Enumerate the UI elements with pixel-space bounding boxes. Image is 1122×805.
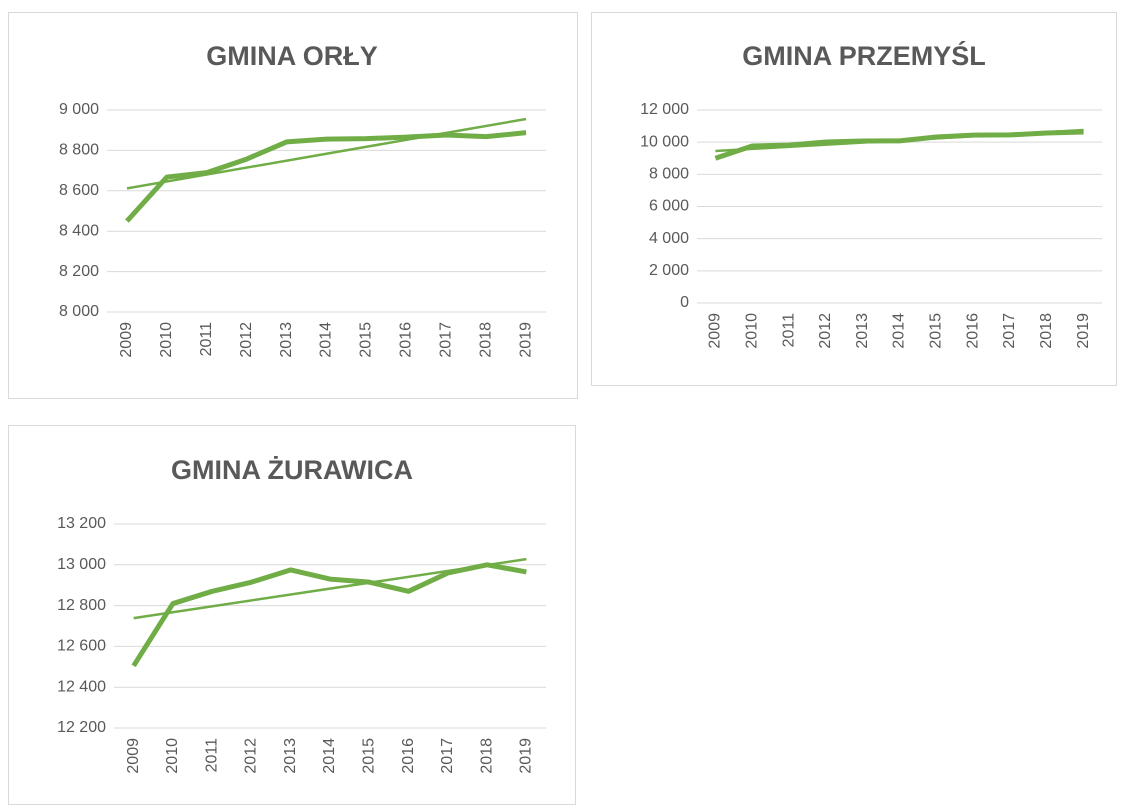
x-tick-label: 2014 <box>318 322 335 358</box>
y-tick-label: 12 600 <box>57 638 106 655</box>
trend-line <box>133 557 527 620</box>
x-tick-label: 2012 <box>817 313 834 349</box>
y-tick-label: 6 000 <box>649 198 689 215</box>
x-tick-label: 2013 <box>278 322 295 358</box>
y-tick-label: 8 400 <box>59 222 99 239</box>
y-tick-label: 2 000 <box>649 262 689 279</box>
x-tick-label: 2010 <box>164 738 181 774</box>
y-tick-label: 13 200 <box>57 515 106 532</box>
x-tick-label: 2019 <box>517 322 534 358</box>
chart: GMINA ŻURAWICA 12 200 12 400 12 600 12 800 13… <box>8 425 576 805</box>
x-tick-label: 2009 <box>707 313 724 349</box>
x-tick-label: 2010 <box>743 313 760 349</box>
x-tick-label: 2017 <box>1001 313 1018 349</box>
x-tick-label: 2016 <box>400 738 417 774</box>
chart: GMINA ORŁY 8 000 8 200 8 400 8 600 8 800 9 000… <box>8 12 578 399</box>
y-tick-label: 9 000 <box>59 101 99 118</box>
x-tick-label: 2009 <box>125 738 142 774</box>
x-tick-label: 2019 <box>1075 313 1092 349</box>
x-tick-label: 2018 <box>1038 313 1055 349</box>
chart-title: GMINA PRZEMYŚL <box>742 40 986 71</box>
y-tick-label: 0 <box>680 294 689 311</box>
x-tick-label: 2017 <box>437 322 454 358</box>
y-tick-label: 12 000 <box>640 101 689 118</box>
x-tick-label: 2017 <box>439 738 456 774</box>
chart: GMINA PRZEMYŚL 0 2 000 4 000 6 000 8 000 10 00… <box>591 12 1117 386</box>
x-tick-label: 2013 <box>854 313 871 349</box>
trend-line <box>715 128 1084 153</box>
y-tick-label: 10 000 <box>640 133 689 150</box>
x-tick-label: 2011 <box>780 313 797 348</box>
x-tick-label: 2009 <box>118 322 135 358</box>
x-tick-label: 2016 <box>398 322 415 358</box>
x-tick-label: 2014 <box>891 313 908 349</box>
x-tick-label: 2018 <box>478 738 495 774</box>
x-tick-label: 2015 <box>360 738 377 774</box>
chart-frame <box>591 12 1117 386</box>
x-tick-label: 2011 <box>198 322 215 357</box>
x-tick-label: 2012 <box>238 322 255 358</box>
x-tick-label: 2010 <box>158 322 175 358</box>
chart-frame <box>8 425 576 805</box>
x-tick-label: 2015 <box>928 313 945 349</box>
chart-frame <box>8 12 578 399</box>
y-tick-label: 8 800 <box>59 142 99 159</box>
x-tick-label: 2011 <box>203 738 220 773</box>
x-tick-label: 2013 <box>282 738 299 774</box>
x-tick-label: 2015 <box>358 322 375 358</box>
x-tick-label: 2019 <box>518 738 535 774</box>
y-tick-label: 8 000 <box>649 166 689 183</box>
data-line <box>131 562 527 668</box>
y-tick-label: 12 800 <box>57 597 106 614</box>
trend-line <box>126 117 527 190</box>
y-tick-label: 13 000 <box>57 556 106 573</box>
chart-title: GMINA ŻURAWICA <box>171 455 413 485</box>
x-tick-label: 2018 <box>477 322 494 358</box>
x-tick-label: 2012 <box>243 738 260 774</box>
x-tick-label: 2014 <box>321 738 338 774</box>
y-tick-label: 12 400 <box>57 678 106 695</box>
chart-title: GMINA ORŁY <box>206 41 378 71</box>
y-tick-label: 4 000 <box>649 230 689 247</box>
y-tick-label: 8 600 <box>59 182 99 199</box>
y-tick-label: 8 000 <box>59 303 99 320</box>
y-tick-label: 12 200 <box>57 719 106 736</box>
y-tick-label: 8 200 <box>59 263 99 280</box>
x-tick-label: 2016 <box>964 313 981 349</box>
data-line <box>125 130 527 223</box>
